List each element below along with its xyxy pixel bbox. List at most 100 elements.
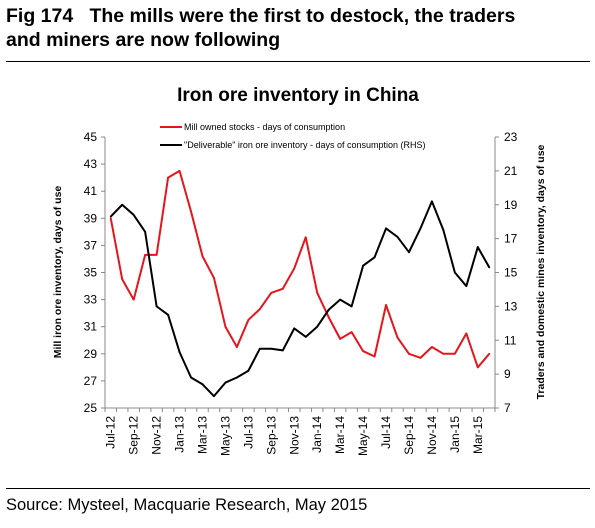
x-axis-ticks: Jul-12 Sep-12 Nov-12 Jan-13 Mar-13 May-13 Jul-… [104, 408, 496, 456]
legend-label-deliverable: "Deliverable" iron ore inventory - days … [184, 140, 426, 150]
data-point-mill [258, 308, 261, 310]
x-tick-label: Nov-13 [287, 416, 301, 455]
right-tick-label: 9 [504, 367, 511, 381]
figure-title-line-2: and miners are now following [6, 29, 281, 51]
x-tick-label: Mar-13 [196, 416, 210, 454]
data-point-mill [224, 325, 227, 328]
x-tick-label: Mar-15 [471, 416, 485, 454]
data-point-deliverable [408, 251, 410, 254]
data-point-deliverable [316, 325, 319, 328]
x-tick-label: Jan-14 [310, 416, 324, 453]
data-point-deliverable [144, 230, 147, 233]
data-point-deliverable [121, 203, 124, 206]
x-tick-label: Mar-14 [333, 416, 347, 454]
left-tick-label: 41 [84, 184, 98, 198]
data-point-mill [144, 253, 147, 256]
data-point-deliverable [236, 376, 238, 379]
data-point-mill [201, 255, 204, 258]
chart-title: Iron ore inventory in China [177, 85, 419, 106]
data-point-deliverable [293, 327, 296, 330]
data-point-deliverable [304, 335, 307, 338]
right-axis-ticks: 7 9 11 13 15 17 19 21 23 [495, 130, 518, 415]
data-point-deliverable [190, 376, 192, 379]
x-tick-label: Sep-12 [127, 416, 141, 455]
legend: Mill owned stocks - days of consumption … [160, 122, 426, 150]
right-tick-label: 23 [504, 130, 518, 144]
data-point-mill [396, 336, 399, 339]
right-tick-label: 17 [504, 232, 518, 246]
legend-label-mill: Mill owned stocks - days of consumption [184, 122, 345, 132]
data-point-mill [442, 352, 445, 355]
left-tick-label: 29 [84, 347, 98, 361]
data-point-mill [339, 337, 342, 340]
right-tick-label: 13 [504, 299, 518, 313]
series-lines [109, 169, 491, 398]
data-point-mill [316, 291, 319, 294]
right-tick-label: 15 [504, 266, 518, 280]
left-tick-label: 25 [84, 401, 98, 415]
data-point-mill [488, 352, 491, 355]
right-tick-label: 7 [504, 401, 511, 415]
data-point-mill [350, 331, 353, 334]
data-point-deliverable [258, 347, 261, 350]
series-points [109, 169, 491, 398]
left-tick-label: 43 [84, 157, 98, 171]
data-point-mill [465, 332, 468, 335]
data-point-deliverable [281, 349, 284, 352]
data-point-deliverable [201, 383, 204, 386]
data-point-mill [304, 236, 307, 239]
data-point-deliverable [442, 229, 445, 232]
data-point-deliverable [155, 305, 158, 308]
left-axis-ticks: 25 27 29 31 33 35 37 39 41 43 45 [84, 130, 105, 415]
series-line-deliverable-inventory [110, 200, 491, 398]
data-point-deliverable [224, 381, 227, 384]
data-point-deliverable [419, 227, 422, 230]
data-point-deliverable [213, 395, 215, 398]
data-point-deliverable [167, 313, 169, 316]
left-tick-label: 39 [84, 211, 98, 225]
right-tick-label: 21 [504, 164, 518, 178]
data-point-mill [453, 352, 456, 355]
data-point-mill [190, 210, 192, 213]
left-tick-label: 45 [84, 130, 98, 144]
data-point-mill [236, 346, 238, 348]
data-point-mill [385, 304, 387, 306]
data-point-mill [408, 352, 410, 355]
axes [104, 137, 496, 409]
figure-title-line-1: Fig 174 The mills were the first to dest… [6, 5, 516, 27]
figure-title: Fig 174 The mills were the first to dest… [6, 4, 591, 52]
source-divider [6, 488, 590, 489]
x-tick-label: Jul-12 [104, 416, 118, 449]
x-tick-label: Nov-14 [425, 416, 439, 455]
left-tick-label: 37 [84, 238, 98, 252]
data-point-deliverable [465, 285, 468, 287]
data-point-deliverable [373, 256, 376, 259]
data-point-deliverable [396, 236, 399, 238]
data-point-mill [476, 366, 479, 369]
title-divider [6, 61, 590, 62]
x-tick-label: Sep-14 [402, 416, 416, 455]
x-tick-label: Jul-14 [379, 416, 393, 449]
x-tick-label: May-13 [218, 416, 232, 456]
data-point-mill [109, 217, 112, 220]
data-point-deliverable [178, 351, 181, 354]
data-point-mill [247, 319, 250, 321]
x-tick-label: Jul-13 [241, 416, 255, 449]
data-point-mill [178, 169, 181, 172]
data-point-mill [431, 346, 433, 348]
data-point-deliverable [270, 347, 273, 350]
data-point-mill [270, 291, 273, 294]
data-point-mill [155, 253, 158, 256]
x-tick-label: May-14 [356, 416, 370, 456]
data-point-deliverable [132, 214, 135, 216]
right-axis-title: Traders and domestic mines inventory, da… [535, 144, 547, 399]
data-point-mill [213, 277, 215, 279]
right-tick-label: 19 [504, 198, 518, 212]
data-point-deliverable [247, 369, 250, 372]
data-point-mill [419, 356, 422, 359]
x-tick-label: Jan-13 [173, 416, 187, 453]
left-tick-label: 27 [84, 374, 98, 388]
left-tick-label: 33 [84, 293, 98, 307]
left-tick-label: 31 [84, 320, 98, 334]
x-tick-label: Sep-13 [264, 416, 278, 455]
